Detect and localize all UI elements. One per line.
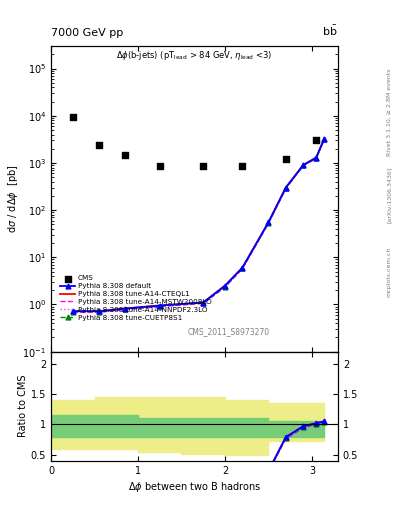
Pythia 8.308 tune-A14-CTEQL1 <box>240 265 245 271</box>
Line: Pythia 8.308 tune-A14-CTEQL1: Pythia 8.308 tune-A14-CTEQL1 <box>73 139 324 311</box>
Pythia 8.308 tune-A14-CTEQL1 <box>123 306 127 312</box>
Pythia 8.308 tune-A14-MSTW2008LO <box>158 304 162 310</box>
CMS <box>239 162 246 170</box>
Pythia 8.308 tune-A14-CTEQL1 <box>201 300 206 306</box>
Pythia 8.308 tune-A14-CTEQL1 <box>322 136 327 142</box>
Pythia 8.308 tune-A14-CTEQL1 <box>222 283 227 289</box>
Text: CMS_2011_S8973270: CMS_2011_S8973270 <box>188 327 270 336</box>
Pythia 8.308 tune-CUETP8S1 <box>283 185 288 191</box>
Pythia 8.308 tune-A14-NNPDF2.3LO <box>123 306 127 312</box>
Pythia 8.308 tune-A14-MSTW2008LO <box>97 309 101 315</box>
Pythia 8.308 tune-A14-NNPDF2.3LO <box>266 220 271 226</box>
Pythia 8.308 tune-A14-NNPDF2.3LO <box>158 303 162 309</box>
CMS <box>70 113 76 121</box>
Line: Pythia 8.308 default: Pythia 8.308 default <box>70 137 327 314</box>
Text: Rivet 3.1.10, ≥ 2.8M events: Rivet 3.1.10, ≥ 2.8M events <box>387 69 391 156</box>
Pythia 8.308 tune-A14-MSTW2008LO <box>70 309 75 315</box>
CMS <box>96 141 102 149</box>
Pythia 8.308 tune-A14-NNPDF2.3LO <box>322 136 327 142</box>
Pythia 8.308 tune-CUETP8S1 <box>322 136 327 142</box>
Line: Pythia 8.308 tune-CUETP8S1: Pythia 8.308 tune-CUETP8S1 <box>70 137 327 314</box>
Pythia 8.308 tune-A14-NNPDF2.3LO <box>240 265 245 271</box>
Pythia 8.308 tune-A14-MSTW2008LO <box>222 284 227 290</box>
Pythia 8.308 tune-CUETP8S1 <box>266 220 271 226</box>
Pythia 8.308 default <box>97 308 101 314</box>
Pythia 8.308 tune-A14-NNPDF2.3LO <box>301 162 306 168</box>
Pythia 8.308 tune-A14-MSTW2008LO <box>283 185 288 191</box>
Pythia 8.308 tune-CUETP8S1 <box>97 308 101 314</box>
Pythia 8.308 tune-A14-CTEQL1 <box>266 219 271 225</box>
Pythia 8.308 default <box>322 136 327 142</box>
Pythia 8.308 tune-CUETP8S1 <box>123 306 127 312</box>
Pythia 8.308 default <box>201 300 206 306</box>
Pythia 8.308 tune-A14-NNPDF2.3LO <box>97 309 101 315</box>
Text: [arXiv:1306.3436]: [arXiv:1306.3436] <box>387 166 391 223</box>
Pythia 8.308 tune-A14-CTEQL1 <box>314 155 319 161</box>
Pythia 8.308 default <box>314 155 319 161</box>
Pythia 8.308 tune-A14-NNPDF2.3LO <box>222 284 227 290</box>
Line: Pythia 8.308 tune-A14-MSTW2008LO: Pythia 8.308 tune-A14-MSTW2008LO <box>73 140 324 312</box>
Pythia 8.308 tune-A14-MSTW2008LO <box>266 221 271 227</box>
Pythia 8.308 tune-A14-MSTW2008LO <box>123 307 127 313</box>
Pythia 8.308 tune-A14-CTEQL1 <box>70 308 75 314</box>
Y-axis label: Ratio to CMS: Ratio to CMS <box>18 375 28 437</box>
Pythia 8.308 default <box>123 306 127 312</box>
Pythia 8.308 tune-CUETP8S1 <box>201 300 206 306</box>
Text: 7000 GeV pp: 7000 GeV pp <box>51 28 123 38</box>
Pythia 8.308 tune-A14-MSTW2008LO <box>322 137 327 143</box>
Pythia 8.308 tune-A14-NNPDF2.3LO <box>314 155 319 161</box>
Pythia 8.308 default <box>266 219 271 225</box>
Pythia 8.308 default <box>158 303 162 309</box>
CMS <box>122 151 128 159</box>
CMS <box>313 136 320 144</box>
Pythia 8.308 tune-CUETP8S1 <box>314 155 319 161</box>
Pythia 8.308 tune-CUETP8S1 <box>158 303 162 309</box>
Pythia 8.308 tune-A14-MSTW2008LO <box>301 163 306 169</box>
Pythia 8.308 tune-A14-NNPDF2.3LO <box>70 309 75 315</box>
Pythia 8.308 tune-CUETP8S1 <box>70 308 75 314</box>
Pythia 8.308 tune-A14-CTEQL1 <box>301 162 306 168</box>
Pythia 8.308 tune-A14-NNPDF2.3LO <box>283 185 288 191</box>
Pythia 8.308 tune-A14-MSTW2008LO <box>201 301 206 307</box>
Pythia 8.308 default <box>240 265 245 271</box>
CMS <box>200 162 206 170</box>
Pythia 8.308 default <box>70 308 75 314</box>
Text: b$\bar{\mathrm{b}}$: b$\bar{\mathrm{b}}$ <box>323 24 338 38</box>
Pythia 8.308 tune-A14-CTEQL1 <box>283 184 288 190</box>
Pythia 8.308 tune-A14-CTEQL1 <box>97 308 101 314</box>
Pythia 8.308 default <box>283 184 288 190</box>
CMS <box>283 155 289 163</box>
Line: Pythia 8.308 tune-A14-NNPDF2.3LO: Pythia 8.308 tune-A14-NNPDF2.3LO <box>73 139 324 312</box>
Pythia 8.308 tune-CUETP8S1 <box>301 162 306 168</box>
Pythia 8.308 default <box>301 162 306 168</box>
Pythia 8.308 default <box>222 283 227 289</box>
Text: mcplots.cern.ch: mcplots.cern.ch <box>387 246 391 296</box>
Pythia 8.308 tune-A14-MSTW2008LO <box>240 266 245 272</box>
Pythia 8.308 tune-A14-NNPDF2.3LO <box>201 300 206 306</box>
Legend: CMS, Pythia 8.308 default, Pythia 8.308 tune-A14-CTEQL1, Pythia 8.308 tune-A14-M: CMS, Pythia 8.308 default, Pythia 8.308 … <box>57 272 215 324</box>
Pythia 8.308 tune-CUETP8S1 <box>240 265 245 271</box>
Pythia 8.308 tune-CUETP8S1 <box>222 284 227 290</box>
X-axis label: $\Delta\phi$ between two B hadrons: $\Delta\phi$ between two B hadrons <box>128 480 261 494</box>
Y-axis label: d$\sigma$ / d$\Delta\phi$  [pb]: d$\sigma$ / d$\Delta\phi$ [pb] <box>6 164 20 233</box>
Pythia 8.308 tune-A14-CTEQL1 <box>158 303 162 309</box>
CMS <box>157 162 163 170</box>
Text: $\Delta\phi$(b-jets) (pT$_{\mathrm{lead}}$ > 84 GeV, $\eta_{\mathrm{lead}}$ <3): $\Delta\phi$(b-jets) (pT$_{\mathrm{lead}… <box>116 49 273 62</box>
Pythia 8.308 tune-A14-MSTW2008LO <box>314 155 319 161</box>
